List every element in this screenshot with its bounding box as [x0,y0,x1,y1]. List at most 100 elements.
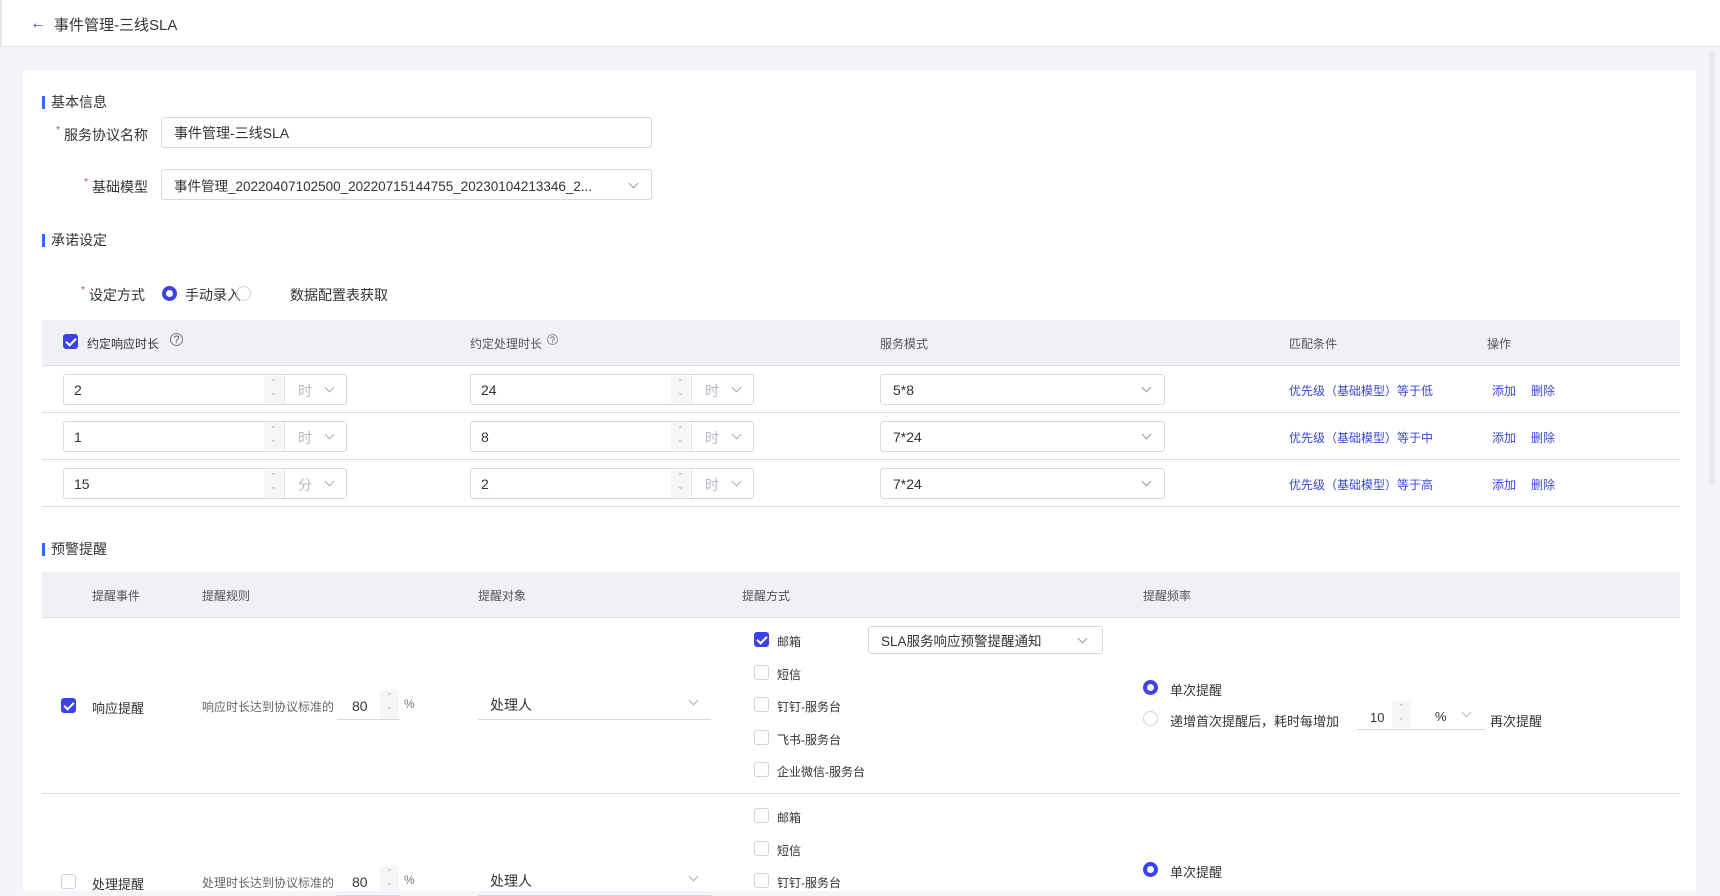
method-checkbox[interactable] [754,873,769,888]
radio-data-config[interactable] [236,286,251,301]
section-alert: 预警提醒 [42,542,107,556]
chevron-down-icon [731,429,742,440]
chevron-down-icon [324,476,335,487]
method-checkbox[interactable] [754,808,769,823]
col-response: 约定响应时长 [87,337,160,351]
arrow-left-icon[interactable]: ← [30,15,46,32]
delete-button[interactable]: 删除 [1531,478,1556,492]
match-condition-link[interactable]: 优先级（基础模型）等于低 [1289,384,1434,398]
increment-unit-select[interactable]: % [1425,699,1485,730]
page-title: 事件管理-三线SLA [54,17,178,34]
method-label: 飞书-服务台 [777,732,841,747]
mode-label: * 设定方式 [81,285,145,303]
freq-radio[interactable] [1143,862,1158,877]
col-target: 提醒对象 [478,589,527,603]
method-checkbox[interactable] [754,729,769,745]
freq-suffix: 再次提醒 [1490,714,1543,729]
commitment-row [42,460,1680,507]
col-handle: 约定处理时长 [470,337,543,351]
chevron-down-icon [1141,382,1152,393]
freq-option-label: 递增首次提醒后，耗时每增加 [1170,714,1340,729]
email-template-select[interactable]: SLA服务响应预警提醒通知 [868,626,1103,654]
response-unit-select[interactable]: 时 [298,383,312,399]
delete-button[interactable]: 删除 [1531,384,1556,398]
help-icon[interactable]: ? [547,334,558,345]
alert-row-response [42,618,1680,794]
method-checkbox[interactable] [754,840,769,856]
percent-unit: % [404,873,415,887]
agreement-name-input[interactable]: 事件管理-三线SLA [161,117,652,148]
method-checkbox[interactable] [754,697,769,712]
chevron-down-icon [731,476,742,487]
add-button[interactable]: 添加 [1492,478,1517,492]
match-condition-link[interactable]: 优先级（基础模型）等于中 [1289,431,1434,445]
handle-unit-select[interactable]: 时 [705,430,719,446]
alert-event-checkbox[interactable] [61,698,76,713]
alert-rule-text: 处理时长达到协议标准的 [202,876,335,890]
method-checkbox[interactable] [754,762,769,777]
service-mode-select[interactable]: 5*8 [880,374,1165,405]
commitment-row [42,366,1680,413]
handle-unit-select[interactable]: 时 [705,383,719,399]
commitment-row [42,413,1680,460]
col-event: 提醒事件 [92,589,141,603]
chevron-down-icon [1077,633,1088,644]
alert-table-header: 提醒事件 提醒规则 提醒对象 提醒方式 提醒频率 [42,572,1680,618]
method-label: 企业微信-服务台 [777,765,865,779]
freq-radio[interactable] [1143,711,1158,726]
percent-unit: % [404,697,415,711]
base-model-select[interactable]: 事件管理_20220407102500_20220715144755_20230… [161,169,652,200]
help-icon[interactable]: ? [170,333,183,346]
method-label: 钉钉-服务台 [777,876,841,890]
chevron-down-icon [1141,476,1152,487]
col-ops: 操作 [1487,337,1512,351]
service-mode-select[interactable]: 7*24 [880,421,1165,452]
method-label: 邮箱 [777,635,802,649]
model-label: * 基础模型 [84,177,148,195]
method-checkbox[interactable] [754,632,769,647]
page-header: ← 事件管理-三线SLA [0,0,1720,47]
method-label: 短信 [777,667,802,682]
alert-target-select[interactable]: 处理人 [478,864,711,896]
section-commitment: 承诺设定 [42,233,107,247]
alert-event-checkbox[interactable] [61,874,76,889]
col-method: 提醒方式 [742,589,791,603]
percent-input[interactable]: 80 ˆ ˇ [337,690,400,720]
scrollbar[interactable] [1709,50,1715,485]
response-unit-select[interactable]: 分 [298,477,312,493]
add-button[interactable]: 添加 [1492,384,1517,398]
chevron-down-icon [324,382,335,393]
add-button[interactable]: 添加 [1492,431,1517,445]
radio-manual[interactable] [162,286,177,301]
response-checkbox[interactable] [63,334,78,349]
response-unit-select[interactable]: 时 [298,430,312,446]
handle-unit-select[interactable]: 时 [705,477,719,493]
increment-input[interactable]: 10 ˆ ˇ [1357,699,1425,730]
service-mode-select[interactable]: 7*24 [880,468,1165,499]
chevron-down-icon [1461,707,1472,718]
freq-radio[interactable] [1143,680,1158,695]
alert-target-select[interactable]: 处理人 [478,688,711,720]
method-label: 短信 [777,843,802,858]
percent-input[interactable]: 80 ˆ ˇ [337,866,400,896]
alert-event-label: 处理提醒 [92,877,145,892]
delete-button[interactable]: 删除 [1531,431,1556,445]
match-condition-link[interactable]: 优先级（基础模型）等于高 [1289,478,1434,492]
method-checkbox[interactable] [754,664,769,680]
col-service: 服务模式 [880,337,929,351]
